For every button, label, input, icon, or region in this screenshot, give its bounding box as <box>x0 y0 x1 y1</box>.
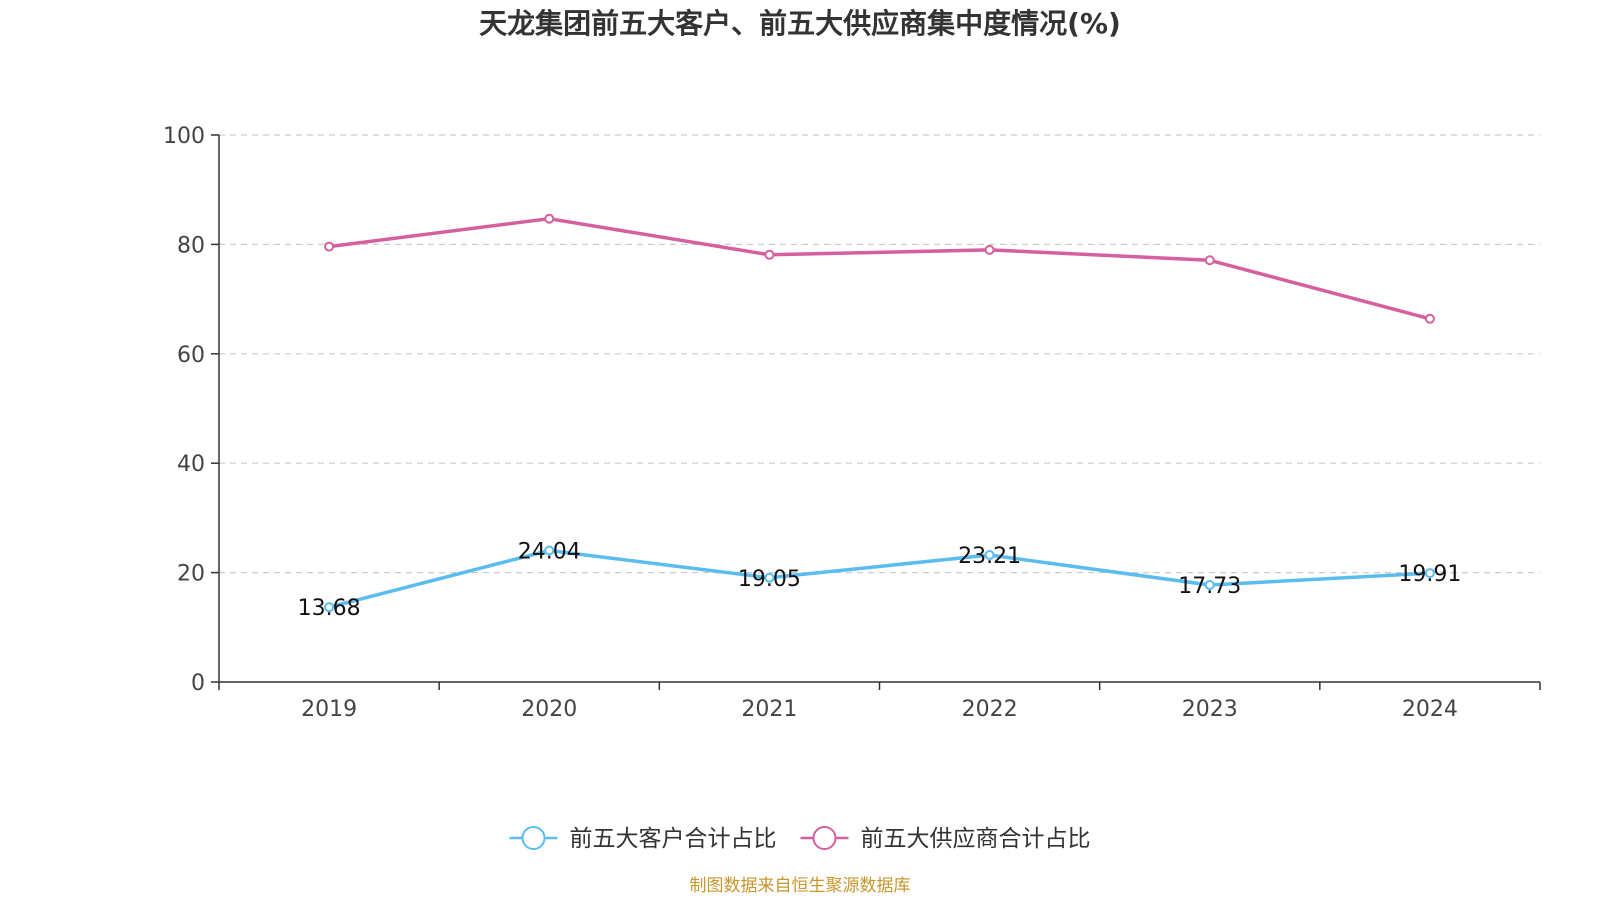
x-tick-label: 2020 <box>521 697 577 722</box>
data-point <box>324 602 335 613</box>
data-point <box>764 249 775 260</box>
chart-title: 天龙集团前五大客户、前五大供应商集中度情况(%) <box>479 7 1121 40</box>
y-tick-label: 80 <box>177 233 205 258</box>
legend-marker-icon <box>812 826 837 850</box>
y-tick-label: 60 <box>177 343 205 368</box>
x-tick-label: 2021 <box>741 697 797 722</box>
data-point <box>1424 313 1435 324</box>
y-tick-label: 40 <box>177 452 205 477</box>
legend-label: 前五大供应商合计占比 <box>861 826 1091 852</box>
data-label: 17.73 <box>1178 574 1241 599</box>
data-point <box>984 550 995 561</box>
data-point <box>1204 255 1215 266</box>
data-label: 23.21 <box>958 544 1021 569</box>
y-tick-label: 100 <box>163 124 205 149</box>
data-point <box>544 213 555 224</box>
data-point <box>1424 568 1435 579</box>
data-label: 24.04 <box>518 540 581 565</box>
y-tick-label: 0 <box>191 671 205 696</box>
x-tick-label: 2019 <box>301 697 357 722</box>
data-point <box>1204 580 1215 591</box>
x-tick-label: 2023 <box>1182 697 1238 722</box>
legend-item-1: 前五大客户合计占比 <box>509 826 777 852</box>
y-tick-label: 20 <box>177 562 205 587</box>
x-tick-label: 2022 <box>962 697 1018 722</box>
data-label: 13.68 <box>298 596 361 621</box>
legend-label: 前五大客户合计占比 <box>570 826 777 852</box>
data-point <box>984 244 995 255</box>
data-point <box>764 572 775 583</box>
legend-item-2: 前五大供应商合计占比 <box>800 826 1091 852</box>
series-line-1 <box>328 548 1431 609</box>
source-note: 制图数据来自恒生聚源数据库 <box>690 876 911 896</box>
data-label: 19.91 <box>1398 562 1461 587</box>
data-point <box>544 545 555 556</box>
x-tick-label: 2024 <box>1402 697 1458 722</box>
data-label: 19.05 <box>738 567 801 592</box>
data-point <box>324 241 335 252</box>
legend-marker-icon <box>521 826 546 850</box>
series-line-2 <box>328 216 1431 321</box>
